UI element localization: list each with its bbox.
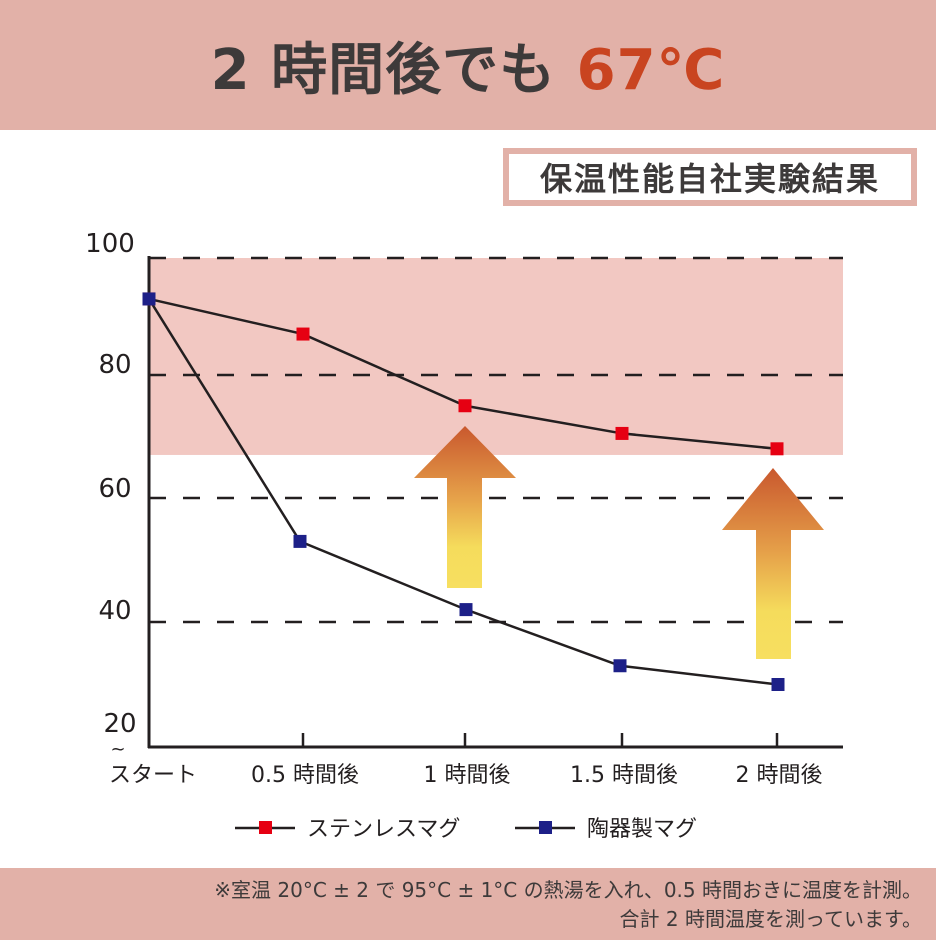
y-tick-label: 60 (98, 474, 131, 504)
data-series (142, 292, 785, 691)
footnote-line-2: 合計 2 時間温度を測っています。 (619, 907, 922, 931)
badge-label: 保温性能自社実験結果 (539, 160, 880, 198)
legend-label: 陶器製マグ (587, 817, 697, 842)
data-point-marker (459, 603, 473, 617)
data-point-marker (613, 659, 627, 673)
title-highlight-temperature: 67℃ (576, 37, 726, 103)
footnote: ※室温 20°C ± 2 で 95°C ± 1°C の熱湯を入れ、0.5 時間お… (0, 868, 936, 940)
data-point-marker (771, 678, 785, 691)
title-prefix: 2 時間後でも (210, 37, 577, 103)
axis-break-icon: ~ (110, 739, 125, 760)
arrow-annotations (414, 426, 824, 659)
x-tick-label: 0.5 時間後 (251, 763, 359, 788)
y-tick-label: 20 (103, 709, 136, 739)
up-arrow-icon (722, 468, 824, 659)
header-banner: 2 時間後でも 67℃ (0, 0, 936, 130)
gridlines (149, 256, 843, 624)
data-point-marker (142, 292, 156, 306)
data-point-marker (458, 399, 472, 413)
experiment-badge: 保温性能自社実験結果 (503, 148, 917, 206)
legend: ステンレスマグ 陶器製マグ (235, 817, 697, 842)
x-tick-label: 1 時間後 (424, 763, 511, 788)
data-point-marker (293, 534, 307, 548)
legend-label: ステンレスマグ (307, 817, 460, 842)
x-tick-label: 1.5 時間後 (570, 763, 678, 788)
y-tick-label: 40 (98, 596, 131, 626)
legend-marker-icon (259, 821, 272, 834)
page-title: 2 時間後でも 67℃ (211, 25, 726, 106)
temperature-line-chart: 100 80 60 40 20~ スタート 0.5 時間後 1 時間後 1.5 時間後 2 時間… (85, 229, 843, 842)
highlight-band (149, 258, 843, 455)
y-tick-label: 80 (98, 350, 131, 380)
up-arrow-icon (414, 426, 516, 588)
axes (147, 256, 843, 749)
footnote-line-1: ※室温 20°C ± 2 で 95°C ± 1°C の熱湯を入れ、0.5 時間お… (214, 878, 922, 902)
legend-marker-icon (539, 821, 552, 834)
y-tick-label: 100 (85, 229, 135, 259)
y-axis-labels: 100 80 60 40 20~ (85, 229, 136, 760)
x-axis-labels: スタート 0.5 時間後 1 時間後 1.5 時間後 2 時間後 (109, 733, 823, 788)
data-point-marker (615, 426, 629, 440)
x-tick-label: 2 時間後 (736, 763, 823, 788)
data-point-marker (770, 442, 784, 456)
data-point-marker (296, 327, 310, 341)
x-tick-label: スタート (109, 763, 197, 788)
